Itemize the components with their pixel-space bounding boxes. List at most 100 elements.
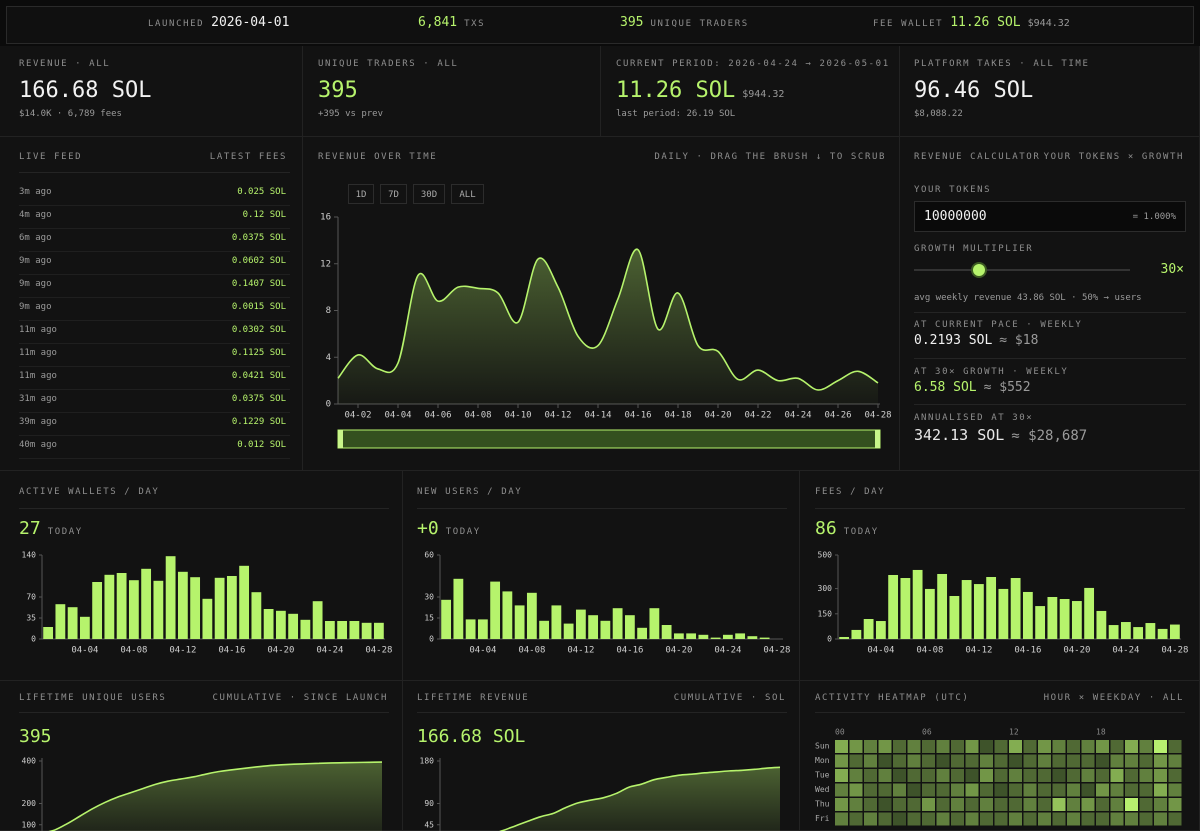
stat-extra: $944.32 bbox=[742, 89, 785, 100]
text: UNIQUE TRADERS bbox=[650, 19, 749, 29]
feed-time: 9m ago bbox=[19, 256, 52, 266]
mini-value: +0 TODAY bbox=[417, 518, 481, 539]
mini-title: FEES / DAY bbox=[815, 487, 886, 497]
feed-subtitle: LATEST FEES bbox=[209, 152, 287, 162]
feed-amount: 0.0375 SOL bbox=[231, 233, 286, 243]
stat-value-row: 11.26 SOL $944.32 bbox=[616, 78, 784, 103]
stat-value-row: 166.68 SOL bbox=[19, 78, 151, 103]
stat-value: 11.26 SOL bbox=[616, 78, 736, 103]
feed-time: 6m ago bbox=[19, 233, 52, 243]
range-button[interactable]: 30D bbox=[413, 184, 445, 204]
feed-time: 4m ago bbox=[19, 210, 52, 220]
panel bbox=[900, 46, 1200, 137]
token-input[interactable] bbox=[914, 201, 1186, 232]
annual: 342.13 SOL ≈ $28,687 bbox=[914, 426, 1087, 444]
calc-subtitle: YOUR TOKENS × GROWTH bbox=[1043, 152, 1184, 162]
text: TODAY bbox=[445, 527, 481, 537]
txs: 6,841 TXS bbox=[418, 15, 485, 30]
range-button[interactable]: ALL bbox=[451, 184, 484, 204]
feed-amount: 0.12 SOL bbox=[242, 210, 286, 220]
range-button[interactable]: 1D bbox=[348, 184, 374, 204]
mini-value: 27 TODAY bbox=[19, 518, 83, 539]
feed-sep bbox=[19, 228, 290, 229]
feed-time: 39m ago bbox=[19, 417, 57, 427]
growth-weekly: 6.58 SOL ≈ $552 bbox=[914, 380, 1031, 395]
panel bbox=[800, 681, 1200, 831]
line-title: LIFETIME UNIQUE USERS bbox=[19, 693, 167, 703]
text: LAUNCHED bbox=[148, 19, 205, 29]
mini-value: 86 TODAY bbox=[815, 518, 879, 539]
text: 27 bbox=[19, 518, 41, 539]
mini-title: NEW USERS / DAY bbox=[417, 487, 523, 497]
text: $944.32 bbox=[1027, 18, 1070, 29]
calc-title: REVENUE CALCULATOR bbox=[914, 152, 1041, 162]
feed-time: 11m ago bbox=[19, 325, 57, 335]
feed-amount: 0.012 SOL bbox=[237, 440, 286, 450]
text: 395 bbox=[620, 15, 644, 30]
range-button[interactable]: 7D bbox=[380, 184, 407, 204]
calc-sep bbox=[914, 358, 1186, 359]
line-value: 395 bbox=[19, 726, 52, 747]
mini-sep bbox=[815, 508, 1185, 509]
feed-amount: 0.0302 SOL bbox=[231, 325, 286, 335]
feed-sep bbox=[19, 320, 290, 321]
chart-subtitle: DAILY · DRAG THE BRUSH ↓ TO SCRUB bbox=[654, 152, 886, 162]
panel bbox=[0, 681, 403, 831]
stat-label: REVENUE · ALL bbox=[19, 59, 111, 69]
line-subtitle: CUMULATIVE · SINCE LAUNCH bbox=[212, 693, 388, 703]
text: 0.2193 SOL bbox=[914, 333, 993, 348]
calc-label: AT CURRENT PACE · WEEKLY bbox=[914, 320, 1083, 330]
traders: 395 UNIQUE TRADERS bbox=[620, 15, 749, 30]
text: ≈ $28,687 bbox=[1011, 428, 1088, 444]
feed-amount: 0.0015 SOL bbox=[231, 302, 286, 312]
feed-time: 11m ago bbox=[19, 371, 57, 381]
feed-sep bbox=[19, 412, 290, 413]
feed-amount: 0.1229 SOL bbox=[231, 417, 286, 427]
text: ≈ $18 bbox=[999, 333, 1039, 348]
slider-knob[interactable] bbox=[973, 264, 985, 276]
text: ≈ $552 bbox=[983, 380, 1031, 395]
text: 6,841 bbox=[418, 15, 458, 30]
stat-value: 166.68 SOL bbox=[19, 78, 152, 103]
feed-amount: 0.1407 SOL bbox=[231, 279, 286, 289]
feed-amount: 0.0421 SOL bbox=[231, 371, 286, 381]
line-value: 166.68 SOL bbox=[417, 726, 526, 747]
feed-time: 9m ago bbox=[19, 302, 52, 312]
calc-label: GROWTH MULTIPLIER bbox=[914, 244, 1034, 254]
panel bbox=[800, 471, 1200, 681]
token-pct: = 1.000% bbox=[1132, 212, 1176, 222]
stat-label: CURRENT PERIOD: 2026-04-24 → 2026-05-01 bbox=[616, 59, 890, 69]
line-title: LIFETIME REVENUE bbox=[417, 693, 530, 703]
calc-label: ANNUALISED AT 30× bbox=[914, 413, 1034, 423]
stat-sub: $8,088.22 bbox=[914, 109, 963, 119]
feed-time: 31m ago bbox=[19, 394, 57, 404]
mini-sep bbox=[417, 508, 787, 509]
text: 86 bbox=[815, 518, 837, 539]
feed-sep bbox=[19, 172, 290, 173]
text: 6.58 SOL bbox=[914, 380, 977, 395]
stat-label: PLATFORM TAKES · ALL TIME bbox=[914, 59, 1090, 69]
panel bbox=[0, 471, 403, 681]
line-subtitle: CUMULATIVE · SOL bbox=[673, 693, 786, 703]
feed-time: 3m ago bbox=[19, 187, 52, 197]
fee-wallet: FEE WALLET 11.26 SOL $944.32 bbox=[873, 15, 1070, 30]
mini-sep bbox=[19, 508, 389, 509]
panel bbox=[900, 137, 1200, 471]
pace: 0.2193 SOL ≈ $18 bbox=[914, 333, 1038, 348]
text: TODAY bbox=[47, 527, 83, 537]
feed-time: 9m ago bbox=[19, 279, 52, 289]
heatmap-subtitle: HOUR × WEEKDAY · ALL bbox=[1043, 693, 1184, 703]
text: TXS bbox=[464, 19, 486, 29]
text: 342.13 SOL bbox=[914, 426, 1005, 444]
text: TODAY bbox=[843, 527, 879, 537]
feed-title: LIVE FEED bbox=[19, 152, 83, 162]
panel bbox=[0, 137, 303, 471]
chart-title: REVENUE OVER TIME bbox=[318, 152, 438, 162]
panel bbox=[403, 471, 800, 681]
slider-track[interactable] bbox=[914, 269, 1130, 271]
stat-sub: last period: 26.19 SOL bbox=[616, 109, 736, 119]
line-sep bbox=[19, 712, 389, 713]
feed-sep bbox=[19, 274, 290, 275]
panel bbox=[403, 681, 800, 831]
mini-title: ACTIVE WALLETS / DAY bbox=[19, 487, 160, 497]
